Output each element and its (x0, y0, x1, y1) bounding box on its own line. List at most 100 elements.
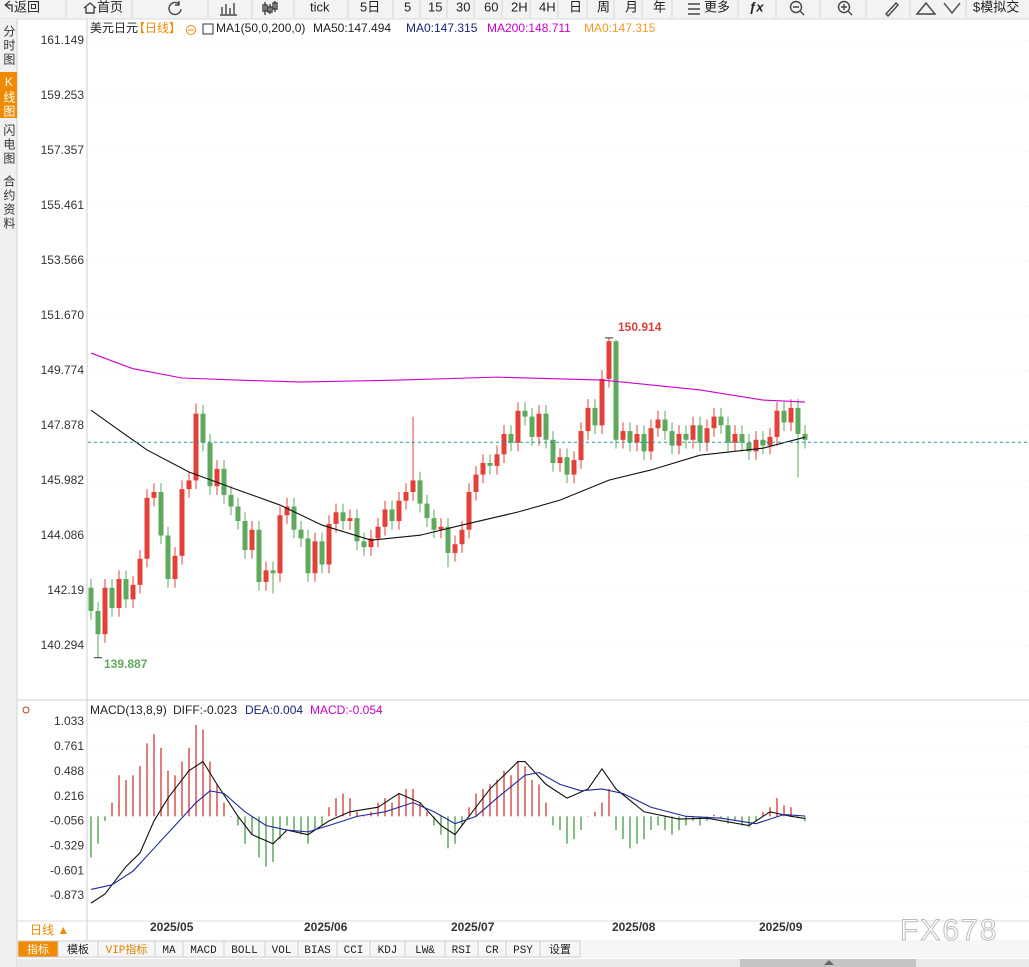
toolbar-button[interactable]: 2H (511, 0, 528, 14)
sidebar-tab[interactable]: 闪电图 (2, 124, 16, 166)
indicator-tab[interactable]: CCI (344, 945, 364, 957)
candle-body (410, 480, 416, 493)
indicator-tab[interactable]: CR (485, 945, 499, 957)
macd-bar (552, 816, 554, 826)
candle-body (235, 506, 241, 522)
macd-bar (188, 747, 190, 817)
indicator-line (90, 771, 806, 890)
candle-body (109, 587, 115, 609)
candle-body (543, 413, 549, 440)
indicator-tab[interactable]: RSI (452, 945, 472, 957)
candle-body (347, 518, 353, 522)
macd-bar (468, 807, 470, 817)
macd-bar (419, 802, 421, 817)
candle-body (193, 413, 199, 481)
candle-body (186, 480, 192, 490)
macd-bar (160, 747, 162, 817)
indicator-tab[interactable]: BIAS (304, 945, 331, 957)
zoom-in-icon (837, 0, 851, 14)
sidebar-tab[interactable]: 分时图 (2, 25, 16, 67)
macd-bar (734, 816, 736, 821)
indicator-tab[interactable]: BOLL (231, 945, 257, 957)
toolbar-button[interactable]: $模拟交 (973, 0, 1019, 14)
toolbar-button[interactable]: 周 (597, 0, 610, 14)
candle-body (746, 442, 752, 452)
macd-bar (622, 816, 624, 840)
y-tick-label: 161.149 (41, 33, 85, 47)
macd-bar (293, 816, 295, 831)
toolbar-button[interactable]: 月 (625, 0, 638, 14)
indicator-tab[interactable]: MACD (190, 945, 217, 957)
legend-entry: MA200:148.711 (487, 21, 571, 35)
sidebar-tab[interactable]: K线图 (2, 75, 16, 119)
indicator-tab[interactable]: KDJ (378, 945, 398, 957)
candle-body (172, 555, 178, 580)
period-toggle-icon[interactable] (186, 25, 196, 35)
candle-body (368, 538, 374, 548)
indicator-tab[interactable]: 指标 (27, 942, 49, 957)
indicator-icon[interactable] (202, 23, 214, 35)
pen-icon (885, 1, 899, 18)
toolbar-button[interactable]: ƒx (749, 0, 764, 14)
candle-body (767, 436, 773, 446)
candle-body (452, 544, 458, 553)
toolbar-button[interactable]: 首页 (97, 0, 123, 14)
toolbar-button[interactable]: 返回 (14, 0, 40, 14)
toolbar-button[interactable]: 更多 (704, 0, 730, 14)
y-tick-label: 0.488 (54, 764, 84, 778)
macd-bar (251, 816, 253, 835)
toolbar-button[interactable]: 15 (428, 0, 442, 14)
candle-body (179, 489, 185, 556)
macd-bar (650, 816, 652, 831)
macd-bar (580, 816, 582, 831)
macd-bar (510, 775, 512, 817)
candle-body (564, 457, 570, 475)
indicator-tab[interactable]: 设置 (549, 943, 571, 957)
macd-bar (405, 788, 407, 817)
candle-body (620, 431, 626, 440)
low-label: 139.887 (104, 657, 148, 671)
indicator-tab[interactable]: VOL (272, 945, 292, 957)
candle-body (305, 538, 311, 574)
candle-body (494, 454, 500, 466)
indicator-tab[interactable]: LW& (415, 945, 435, 957)
candle-body (578, 431, 584, 461)
macd-bar (594, 811, 596, 817)
y-tick-label: 140.294 (41, 638, 85, 652)
macd-bar (685, 816, 687, 826)
period-switch[interactable]: 日线 ▲ (30, 923, 69, 937)
macd-bar (636, 816, 638, 844)
y-tick-label: -0.873 (50, 888, 84, 902)
indicator-tab[interactable]: PSY (513, 945, 533, 957)
indicator-tab[interactable]: MA (162, 945, 176, 957)
macd-bar (216, 784, 218, 817)
toolbar-button[interactable]: tick (310, 0, 330, 14)
y-tick-label: 0.761 (54, 739, 84, 753)
toolbar-button[interactable]: 60 (484, 0, 498, 14)
candle-body (536, 413, 542, 437)
candle-body (739, 433, 745, 443)
toolbar-button[interactable]: 30 (456, 0, 470, 14)
macd-bar (363, 816, 365, 817)
macd-settings-icon[interactable] (22, 706, 30, 714)
candle-body (662, 419, 668, 432)
y-tick-label: 159.253 (41, 88, 85, 102)
x-tick-label: 2025/09 (759, 920, 803, 934)
macd-bar (300, 816, 302, 835)
candle-body (725, 425, 731, 443)
indicator-tab[interactable]: 模板 (67, 942, 89, 957)
indicator-tab[interactable]: VIP指标 (106, 942, 148, 957)
bars-icon (220, 3, 237, 16)
macd-bar (223, 802, 225, 817)
toolbar-button[interactable]: 年 (653, 0, 666, 14)
toolbar-button[interactable]: 4H (539, 0, 556, 14)
macd-bar (573, 816, 575, 840)
macd-bar (111, 802, 113, 817)
sidebar-tab[interactable]: 合约资料 (2, 174, 16, 231)
toolbar-button[interactable]: 5 (404, 0, 411, 14)
indicator-line (90, 409, 806, 541)
toolbar-button[interactable]: 5日 (360, 0, 380, 14)
toolbar-button[interactable]: 日 (569, 0, 582, 14)
chart-title: 美元日元 (90, 21, 138, 35)
y-tick-label: -0.329 (50, 839, 84, 853)
